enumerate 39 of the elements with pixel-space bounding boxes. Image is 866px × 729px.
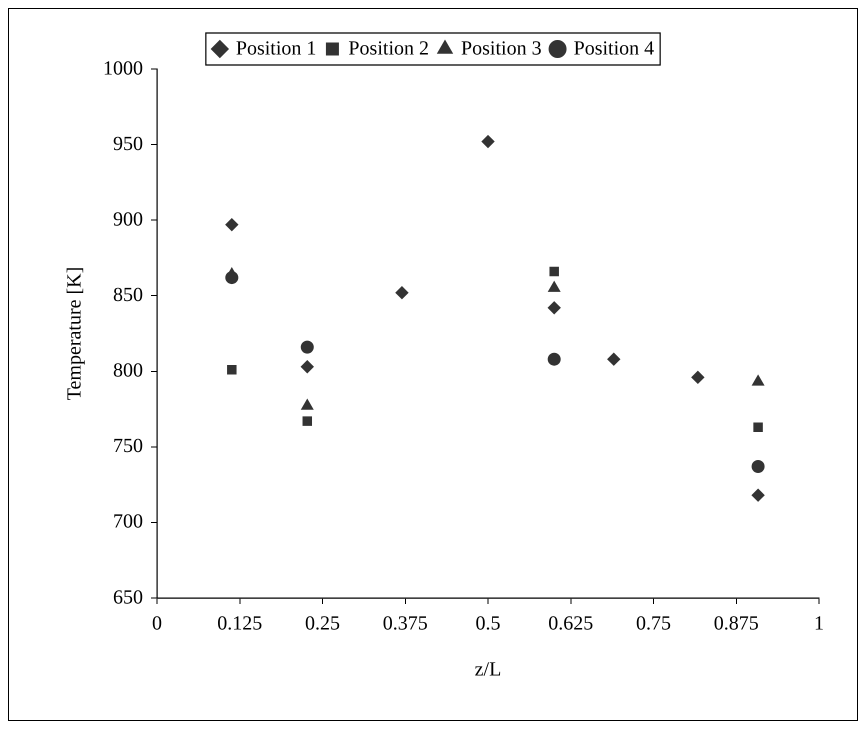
point — [607, 352, 620, 366]
legend-label: Position 4 — [574, 37, 654, 60]
y-tick-label: 850 — [113, 284, 143, 306]
y-tick-label: 950 — [113, 132, 143, 155]
point — [549, 266, 559, 276]
point — [225, 271, 238, 284]
point — [482, 135, 494, 148]
point — [227, 365, 237, 375]
x-axis-title: z/L — [474, 658, 502, 680]
x-tick-label: 0.25 — [305, 612, 340, 634]
legend-label: Position 1 — [236, 37, 316, 60]
point — [300, 340, 314, 354]
point — [395, 286, 408, 300]
y-tick-label: 700 — [113, 510, 143, 533]
point — [548, 352, 561, 366]
point — [752, 460, 765, 474]
x-tick-label: 0.875 — [714, 612, 759, 634]
point — [753, 422, 763, 432]
legend-label: Position 2 — [348, 37, 429, 60]
x-tick-label: 0.375 — [382, 612, 428, 634]
x-tick-label: 0.5 — [476, 612, 500, 634]
point — [691, 370, 704, 384]
legend-label: Position 3 — [461, 37, 542, 60]
x-tick-label: 0 — [152, 612, 162, 634]
y-tick-label: 1000 — [103, 57, 143, 80]
y-tick-label: 650 — [113, 586, 143, 608]
x-tick-label: 0.125 — [217, 612, 262, 634]
y-tick-label: 800 — [113, 360, 143, 382]
y-tick-label: 750 — [113, 435, 143, 458]
point — [225, 218, 238, 232]
x-tick-label: 1 — [814, 612, 824, 634]
point — [752, 488, 765, 502]
point — [548, 301, 561, 314]
y-axis-title: Temperature [K] — [63, 266, 86, 400]
point — [302, 416, 312, 426]
x-tick-label: 0.625 — [548, 612, 594, 634]
point — [300, 360, 314, 374]
y-tick-label: 900 — [113, 208, 143, 230]
x-tick-label: 0.75 — [636, 612, 671, 634]
